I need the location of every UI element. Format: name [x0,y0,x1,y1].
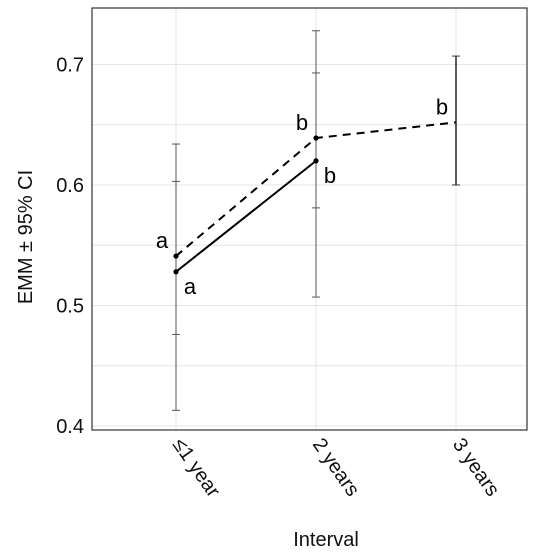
significance-letter: b [324,163,336,188]
x-tick-label: 2 years [308,434,364,500]
data-point [313,135,319,141]
data-point [173,253,179,259]
x-axis-label: Interval [293,529,359,551]
y-tick-label: 0.6 [56,175,84,197]
plot-panel-border [91,7,528,431]
y-tick-labels: 0.4 0.5 0.6 0.7 [56,55,84,439]
y-tick-label: 0.4 [56,416,84,438]
data-points [173,135,319,275]
significance-letter: b [436,94,448,119]
data-point [313,158,319,164]
significance-letter: a [156,228,169,253]
y-tick-label: 0.5 [56,296,84,318]
x-tick-labels: ≤1 year 2 years 3 years [168,434,504,501]
grid [92,8,527,430]
data-point [173,269,179,275]
x-tick-label: ≤1 year [168,434,224,501]
y-tick-label: 0.7 [56,55,84,77]
significance-letters: a b a b b [156,94,448,298]
y-axis-label: EMM ± 95% CI [15,170,37,304]
series-line-solid [175,160,317,273]
significance-letter: a [184,274,197,299]
significance-letter: b [296,110,308,135]
x-tick-label: 3 years [448,434,504,500]
